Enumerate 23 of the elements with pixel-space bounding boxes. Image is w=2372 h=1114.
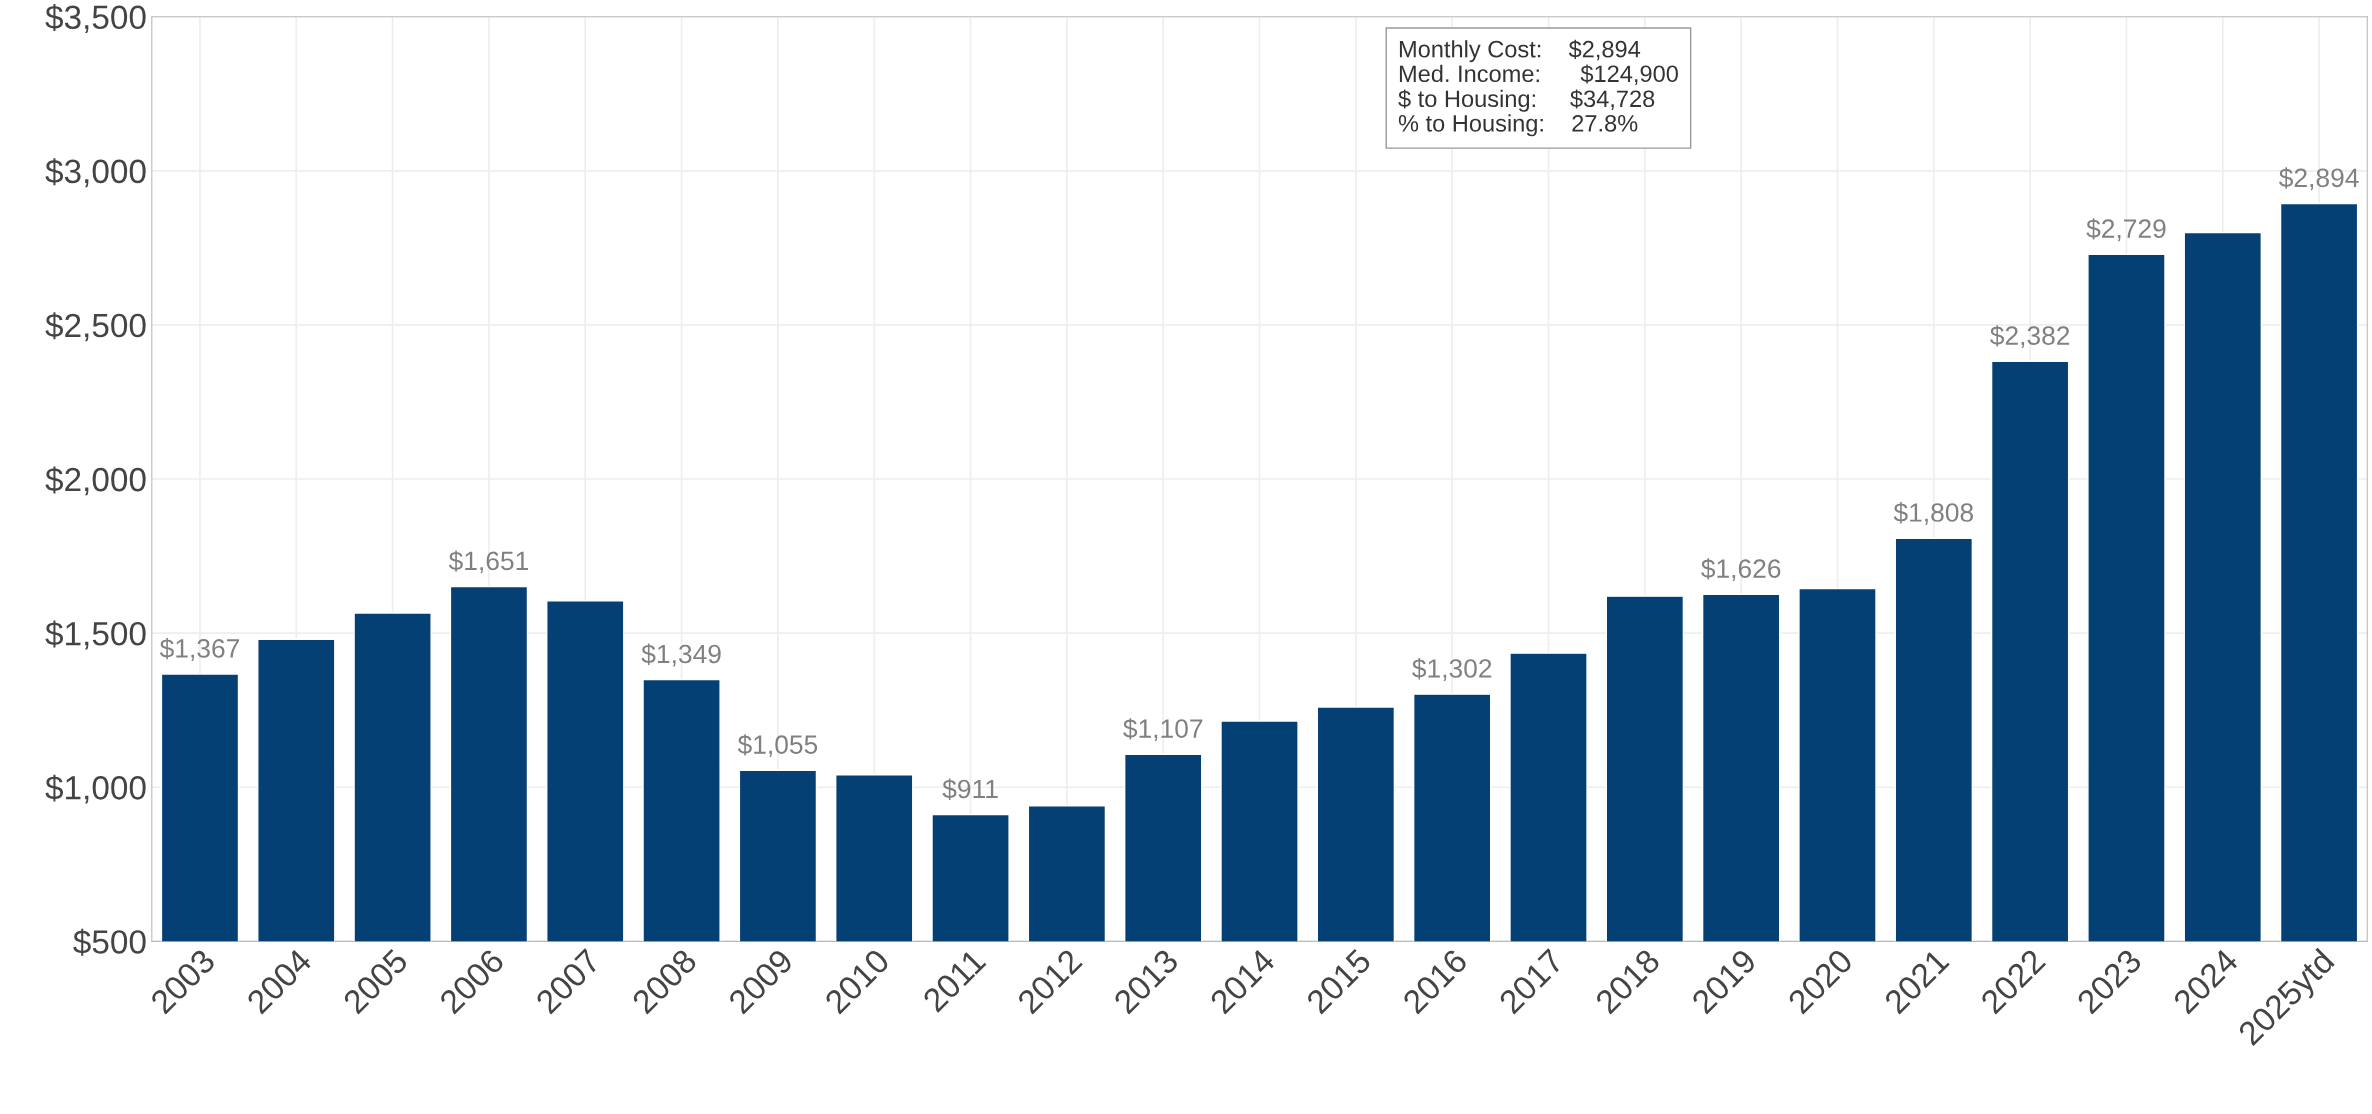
text: $2,729 (2086, 218, 2166, 242)
annotation: % to Housing: 27.8% (1398, 114, 1638, 137)
y-tick-label: $2,000 (45, 466, 146, 496)
text: $1,651 (448, 550, 529, 574)
y-tick-label: $3,000 (45, 158, 146, 188)
text: $1,107 (1123, 718, 1203, 742)
text: $1,302 (1412, 658, 1492, 681)
annotation: $ to Housing: $34,728 (1398, 89, 1655, 112)
text: $1,626 (1701, 558, 1781, 582)
annotation: Monthly Cost: $2,894 (1399, 39, 1641, 63)
text: $1,367 (159, 637, 240, 661)
y-tick-label: $1,000 (45, 774, 146, 804)
text: $1,349 (641, 643, 721, 667)
text: $1,055 (737, 734, 818, 758)
y-tick-label: $500 (73, 928, 146, 956)
text: $2,382 (1990, 325, 2070, 349)
text: $911 (942, 778, 998, 800)
text: $1,808 (1893, 502, 1974, 525)
annotation: Med. Income: $124,900 (1399, 64, 1678, 85)
y-tick-label: $3,500 (45, 4, 146, 34)
text: $2,894 (2279, 167, 2359, 191)
y-tick-label: $1,500 (45, 620, 146, 650)
y-tick-label: $2,500 (45, 312, 146, 342)
